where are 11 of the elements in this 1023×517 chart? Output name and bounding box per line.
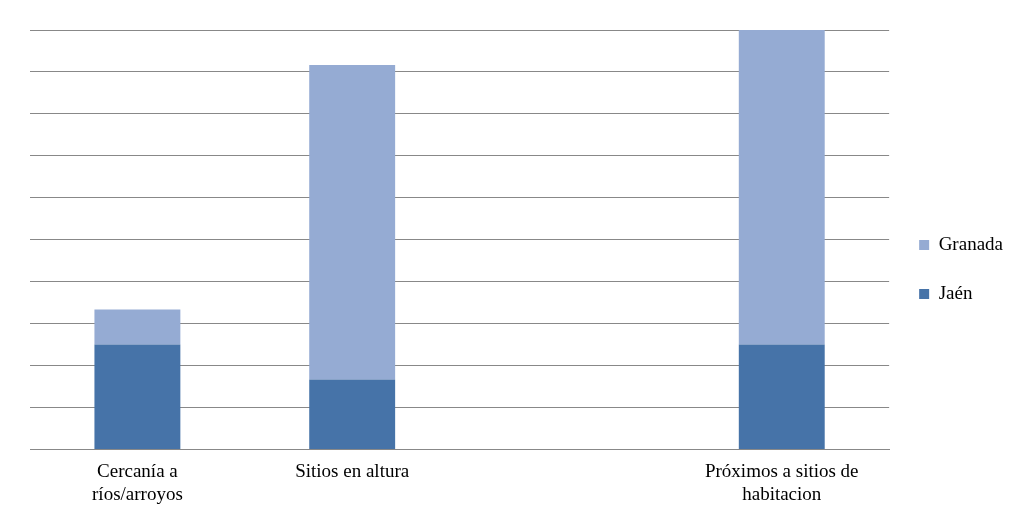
bar <box>309 64 396 380</box>
bar <box>94 309 181 345</box>
legend-label: Granada <box>938 232 1004 254</box>
bar <box>738 30 825 345</box>
x-tick-label: Próximos a sitios de habitacion <box>704 459 859 504</box>
legend-label: Jaén <box>938 281 973 303</box>
bar <box>309 379 396 449</box>
bar <box>738 344 825 449</box>
x-tick-label: Cercanía a ríos/arroyos <box>92 459 183 504</box>
bar <box>94 344 181 449</box>
x-tick-label: Sitios en altura <box>295 459 410 481</box>
